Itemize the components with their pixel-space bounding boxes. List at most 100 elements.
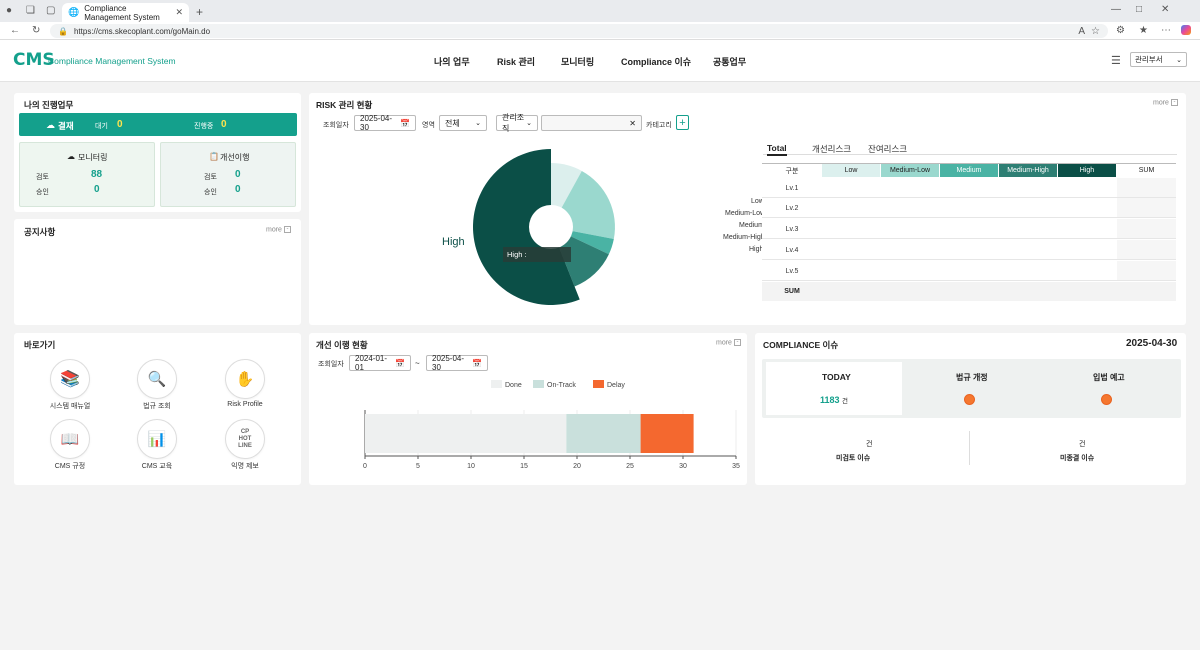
tab-total[interactable]: Total: [767, 143, 787, 156]
improvement-status-title: 개선 이행 현황: [316, 340, 368, 350]
monitoring-approve-count[interactable]: 0: [94, 184, 100, 195]
clear-icon[interactable]: ✕: [629, 118, 636, 128]
read-aloud-icon[interactable]: A: [1078, 25, 1086, 37]
copilot-icon[interactable]: [1181, 25, 1191, 35]
area-select[interactable]: 전체 ⌄: [439, 115, 487, 131]
progress-count[interactable]: 0: [221, 119, 227, 130]
org-input[interactable]: ✕: [541, 115, 642, 131]
browser-tab[interactable]: 🌐 Compliance Management System ✕: [62, 3, 189, 22]
monitoring-box: [19, 142, 155, 207]
notice-more-link[interactable]: more -: [266, 226, 291, 233]
refresh-icon[interactable]: ↻: [32, 25, 41, 36]
risk-date-input[interactable]: 2025-04-30 📅: [354, 114, 416, 132]
close-window-icon[interactable]: ✕: [1161, 4, 1170, 15]
matrix-sum-header: SUM: [1117, 164, 1176, 177]
matrix-row-cells: [822, 240, 1117, 260]
risk-more-link[interactable]: more -: [1153, 99, 1178, 106]
matrix-row-sum: [1117, 178, 1176, 198]
matrix-corner: 구분: [762, 164, 822, 177]
tab-improve-risk[interactable]: 개선리스크: [812, 144, 852, 154]
matrix-row-divider: [762, 238, 1176, 239]
pie-tooltip: High :: [503, 247, 571, 262]
risk-profile-label: Risk Profile: [227, 401, 263, 408]
nav-common[interactable]: 공통업무: [713, 57, 747, 67]
matrix-row-header: Lv.5: [762, 261, 822, 281]
minimize-icon[interactable]: —: [1111, 4, 1121, 15]
maximize-icon[interactable]: □: [1136, 4, 1143, 15]
logo-subtitle: Compliance Management System: [48, 56, 176, 66]
tab-residual-risk[interactable]: 잔여리스크: [868, 144, 908, 154]
manual-shortcut[interactable]: 📚: [50, 359, 90, 399]
favorite-icon[interactable]: ☆: [1091, 25, 1100, 37]
back-icon[interactable]: ←: [10, 25, 20, 36]
imp-date-label: 조회일자: [318, 361, 344, 368]
profile-icon[interactable]: ●: [6, 5, 13, 16]
matrix-row-divider: [762, 280, 1176, 281]
cms-education-shortcut[interactable]: 📊: [137, 419, 177, 459]
risk-profile-shortcut[interactable]: ✋: [225, 359, 265, 399]
add-category-button[interactable]: +: [676, 115, 689, 130]
collections-icon[interactable]: ★: [1139, 25, 1148, 36]
x-tick-label: 10: [467, 463, 475, 470]
legend-medium-low: Medium-Low: [725, 210, 766, 217]
improvement-review-count[interactable]: 0: [235, 169, 241, 180]
matrix-row-sum: [1117, 261, 1176, 281]
notice-panel: [14, 219, 301, 325]
nav-risk[interactable]: Risk 관리: [497, 57, 536, 67]
imp-date-to[interactable]: 2025-04-30 📅: [426, 354, 488, 372]
dept-select[interactable]: 관리부서 ⌄: [1130, 52, 1187, 67]
tab-title: Compliance Management System: [84, 3, 160, 22]
nav-monitoring[interactable]: 모니터링: [561, 57, 595, 67]
hotline-shortcut[interactable]: CP HOT LINE: [225, 419, 265, 459]
workspaces-icon[interactable]: ❏: [26, 5, 35, 16]
pie-label-high: High: [442, 236, 465, 248]
matrix-top-border: [762, 163, 1176, 164]
matrix-row-divider: [762, 259, 1176, 260]
improvement-more-link[interactable]: more -: [716, 339, 741, 346]
pre-announcement-status-dot[interactable]: [1101, 394, 1112, 405]
unreviewed-label[interactable]: 미검토 이슈: [836, 455, 871, 462]
imp-date-to-value: 2025-04-30: [432, 354, 465, 372]
browser-tab-bar: [0, 0, 1200, 22]
new-tab-icon[interactable]: +: [196, 5, 204, 19]
today-card[interactable]: [766, 362, 902, 415]
today-count-wrap[interactable]: 1183 건: [820, 395, 848, 405]
extensions-icon[interactable]: ⚙: [1116, 25, 1125, 36]
wait-count[interactable]: 0: [117, 119, 123, 130]
legend-label: On-Track: [547, 382, 576, 389]
cms-education-label: CMS 교육: [141, 463, 173, 470]
pie-hole: [529, 205, 573, 249]
plus-icon: -: [283, 226, 291, 233]
org-select[interactable]: 관리조직 ⌄: [496, 113, 538, 133]
law-revision-status-dot[interactable]: [964, 394, 975, 405]
address-bar[interactable]: 🔒 https://cms.skecoplant.com/goMain.do A…: [50, 24, 1108, 38]
pie-slice[interactable]: [473, 149, 580, 305]
unreviewed-unit: 건: [866, 441, 873, 448]
nav-my-work[interactable]: 나의 업무: [434, 57, 470, 67]
unresolved-label[interactable]: 미종결 이슈: [1060, 455, 1095, 462]
bar-done[interactable]: [365, 414, 567, 453]
matrix-col-header: Medium-Low: [881, 164, 939, 177]
bar-on-track[interactable]: [566, 414, 641, 453]
notice-title: 공지사항: [24, 227, 56, 237]
imp-date-from[interactable]: 2024-01-01 📅: [349, 354, 411, 372]
logo[interactable]: CMS: [13, 50, 55, 70]
bar-delay[interactable]: [640, 414, 694, 453]
hotline-text-1: CP: [240, 428, 250, 435]
monitoring-review-label: 검토: [36, 174, 49, 181]
improvement-approve-count[interactable]: 0: [235, 184, 241, 195]
close-tab-icon[interactable]: ✕: [175, 7, 183, 17]
monitoring-review-count[interactable]: 88: [91, 169, 103, 180]
calendar-icon: 📅: [472, 358, 482, 368]
chevron-down-icon: ⌄: [475, 120, 481, 127]
more-text: more: [266, 226, 282, 234]
menu-icon[interactable]: ☰: [1111, 55, 1121, 67]
cms-rule-label: CMS 규정: [54, 463, 86, 470]
tab-actions-icon[interactable]: ▢: [46, 5, 56, 16]
approval-bar[interactable]: [19, 113, 297, 136]
more-icon[interactable]: ⋯: [1161, 25, 1171, 36]
law-search-shortcut[interactable]: 🔍: [137, 359, 177, 399]
cms-rule-shortcut[interactable]: 📖: [50, 419, 90, 459]
nav-compliance-issue[interactable]: Compliance 이슈: [621, 57, 692, 67]
matrix-row-cells: [822, 178, 1117, 198]
